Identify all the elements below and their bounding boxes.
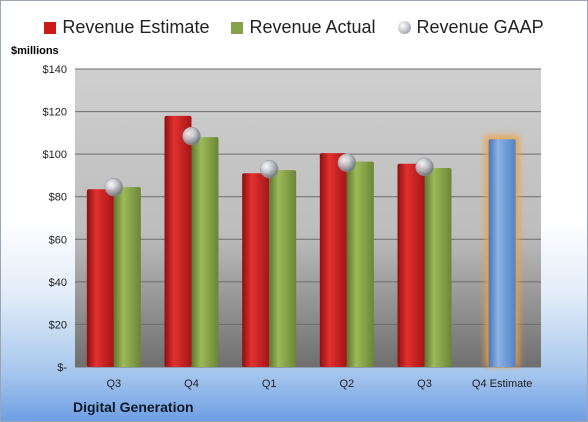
y-axis-ticks: $- $20 $40 $60 $80 $100 $120 $140 <box>43 64 68 374</box>
y-tick-label: $120 <box>43 107 67 119</box>
point-revenue-gaap <box>259 159 279 179</box>
y-tick-label: $20 <box>49 319 67 331</box>
y-tick-label: $40 <box>49 277 67 289</box>
legend-label-revenue-estimate: Revenue Estimate <box>62 17 210 37</box>
bar-revenue-estimate <box>319 153 347 367</box>
x-tick-label: Q3 <box>106 378 121 390</box>
y-tick-label: $140 <box>43 64 67 76</box>
x-axis-ticks: Q3 Q4 Q1 Q2 Q3 Q4 Estimate <box>106 378 532 390</box>
point-revenue-gaap <box>182 126 201 146</box>
bar-revenue-estimate <box>242 173 270 367</box>
x-tick-label: Q3 <box>417 378 432 390</box>
legend: Revenue Estimate Revenue Actual Revenue … <box>1 17 587 38</box>
x-tick-label: Q1 <box>262 378 277 390</box>
bar-revenue-estimate <box>86 189 114 367</box>
legend-label-revenue-gaap: Revenue GAAP <box>416 17 544 37</box>
point-revenue-gaap <box>337 153 357 172</box>
bar-revenue-actual <box>346 161 374 367</box>
bar-chart: $- $20 $40 $60 $80 $100 $120 $140 Q3 Q4 Q1 Q2 Q3 Q4 … <box>43 64 541 390</box>
point-revenue-gaap <box>415 157 434 177</box>
y-tick-label: $60 <box>49 234 67 246</box>
bar-revenue-actual <box>424 167 452 367</box>
company-name: Digital Generation <box>73 399 194 415</box>
legend-item-revenue-estimate: Revenue Estimate <box>44 17 209 38</box>
legend-label-revenue-actual: Revenue Actual <box>249 17 376 37</box>
bar-revenue-actual <box>269 170 297 367</box>
x-tick-label: Q4 Estimate <box>472 378 533 390</box>
y-tick-label: $- <box>57 362 67 374</box>
bar-revenue-actual <box>191 137 219 367</box>
y-tick-label: $100 <box>43 149 67 161</box>
legend-item-revenue-gaap: Revenue GAAP <box>397 17 544 38</box>
x-tick-label: Q4 <box>184 378 199 390</box>
legend-item-revenue-actual: Revenue Actual <box>231 17 376 38</box>
bar-estimate-highlight <box>488 139 516 367</box>
plot-area <box>75 69 541 367</box>
legend-swatch-red <box>44 21 57 34</box>
bar-revenue-estimate <box>397 163 425 367</box>
point-revenue-gaap <box>104 177 124 197</box>
bars <box>86 115 520 367</box>
y-tick-label: $80 <box>49 192 67 204</box>
y-unit-label: $millions <box>11 45 59 57</box>
bar-revenue-estimate <box>164 115 192 367</box>
legend-swatch-ball <box>397 21 411 34</box>
grid-lines <box>75 68 541 368</box>
bar-revenue-actual <box>113 187 141 367</box>
legend-swatch-green <box>231 21 244 34</box>
x-tick-label: Q2 <box>339 378 354 390</box>
